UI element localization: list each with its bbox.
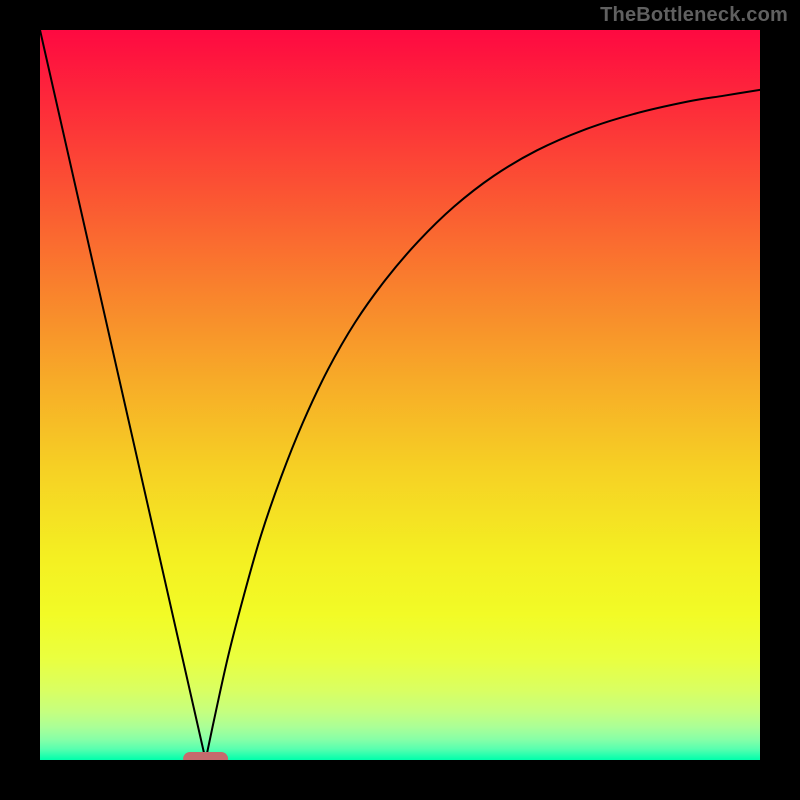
credit-label: TheBottleneck.com xyxy=(600,4,788,27)
plot-svg xyxy=(40,30,760,760)
plot-area xyxy=(40,30,760,760)
chart-frame: TheBottleneck.com xyxy=(0,0,800,800)
bottleneck-marker xyxy=(183,752,228,760)
